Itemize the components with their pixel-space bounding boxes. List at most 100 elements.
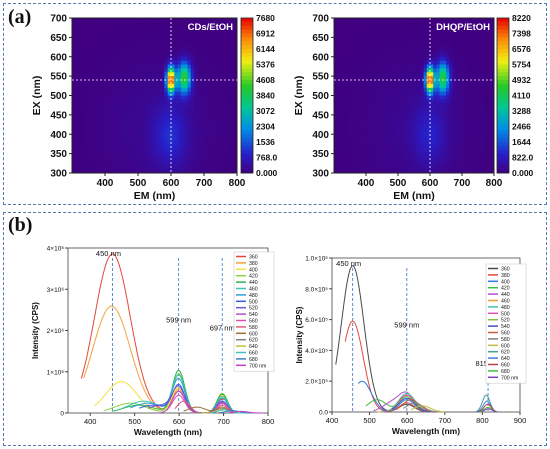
heatmap-cell	[204, 80, 208, 85]
heatmap-cell	[430, 87, 434, 93]
heatmap-cell	[350, 37, 354, 42]
heatmap-cell	[359, 111, 364, 116]
heatmap-cell	[394, 103, 399, 108]
heatmap-cell	[343, 122, 348, 127]
heatmap-cell	[144, 142, 149, 147]
heatmap-cell	[177, 72, 182, 77]
heatmap-cell	[433, 45, 437, 50]
heatmap-cell	[124, 83, 129, 89]
heatmap-cell	[337, 126, 341, 131]
heatmap-cell	[151, 103, 155, 108]
heatmap-cell	[340, 45, 344, 50]
heatmap-cell	[134, 134, 139, 139]
heatmap-cell	[410, 25, 415, 31]
heatmap-cell	[404, 118, 408, 124]
legend-label: 520	[501, 318, 510, 324]
heatmap-cell	[184, 122, 188, 127]
heatmap-cell	[230, 138, 235, 143]
heatmap-cell	[118, 118, 122, 124]
heatmap-cell	[190, 29, 195, 34]
heatmap-cell	[420, 138, 424, 143]
heatmap-cell	[343, 142, 348, 147]
heatmap-cell	[484, 80, 488, 85]
heatmap-cell	[478, 114, 482, 120]
heatmap-cell	[343, 145, 348, 151]
heatmap-cell	[359, 138, 364, 143]
heatmap-cell	[362, 21, 367, 27]
heatmap-cell	[375, 153, 380, 158]
heatmap-cell	[164, 149, 169, 155]
heatmap-cell	[118, 114, 122, 120]
heatmap-cell	[78, 165, 83, 170]
heatmap-cell	[362, 37, 367, 42]
heatmap-cell	[414, 41, 418, 46]
heatmap-cell	[111, 21, 116, 27]
heatmap-cell	[95, 25, 99, 31]
heatmap-cell	[227, 18, 231, 23]
heatmap-cell	[334, 60, 338, 65]
heatmap-cell	[180, 145, 185, 151]
heatmap-cell	[210, 99, 215, 104]
heatmap-cell	[362, 134, 367, 139]
heatmap-cell	[101, 91, 106, 96]
heatmap-cell	[174, 145, 178, 151]
heatmap-cell	[157, 103, 162, 108]
heatmap-cell	[391, 64, 396, 69]
heatmap-cell	[462, 25, 466, 31]
legend-label: 480	[501, 305, 510, 311]
heatmap-cell	[174, 122, 178, 127]
heatmap-cell	[446, 68, 450, 73]
heatmap-cell	[334, 52, 338, 58]
heatmap-cell	[85, 87, 89, 93]
heatmap-cell	[190, 87, 195, 93]
heatmap-cell	[350, 165, 354, 170]
heatmap-cell	[184, 138, 188, 143]
heatmap-cell	[417, 165, 421, 170]
legend-label: 700 nm	[249, 363, 266, 369]
heatmap-cell	[401, 157, 405, 162]
heatmap-cell	[174, 111, 178, 116]
heatmap-cell	[230, 107, 235, 112]
heatmap-cell	[484, 29, 488, 34]
heatmap-cell	[111, 83, 116, 89]
heatmap-cell	[227, 134, 231, 139]
heatmap-cell	[471, 107, 476, 112]
heatmap-cell	[128, 107, 132, 112]
heatmap-cell	[134, 107, 139, 112]
heatmap-cell	[204, 64, 208, 69]
heatmap-cell	[430, 149, 434, 155]
heatmap-cell	[382, 122, 386, 127]
heatmap-cell	[121, 149, 126, 155]
heatmap-cell	[356, 161, 360, 166]
heatmap-cell	[462, 95, 466, 100]
heatmap-cell	[108, 18, 112, 23]
heatmap-cell	[72, 95, 76, 100]
heatmap-cell	[207, 95, 211, 100]
heatmap-cell	[334, 111, 338, 116]
heatmap-cell	[385, 76, 389, 81]
heatmap-cell	[388, 95, 392, 100]
heatmap-cell	[490, 169, 495, 174]
heatmap-cell	[430, 130, 434, 135]
heatmap-cell	[184, 91, 188, 96]
heatmap-cell	[75, 118, 79, 124]
heatmap-cell	[118, 153, 122, 158]
heatmap-cell	[372, 103, 376, 108]
heatmap-cell	[449, 122, 453, 127]
heatmap-cell	[346, 130, 351, 135]
heatmap-cell	[230, 18, 235, 23]
heatmap-cell	[194, 169, 198, 174]
heatmap-cell	[190, 33, 195, 38]
heatmap-cell	[414, 103, 418, 108]
heatmap-cell	[138, 37, 142, 42]
heatmap-cell	[410, 130, 415, 135]
colorbar-tick-label: 5376	[256, 60, 275, 70]
heatmap-cell	[134, 118, 139, 124]
heatmap-cell	[452, 122, 456, 127]
heatmap-cell	[481, 49, 485, 54]
heatmap-cell	[204, 52, 208, 58]
heatmap-cell	[95, 95, 99, 100]
heatmap-cell	[430, 145, 434, 151]
heatmap-cell	[230, 68, 235, 73]
heatmap-cell	[401, 29, 405, 34]
